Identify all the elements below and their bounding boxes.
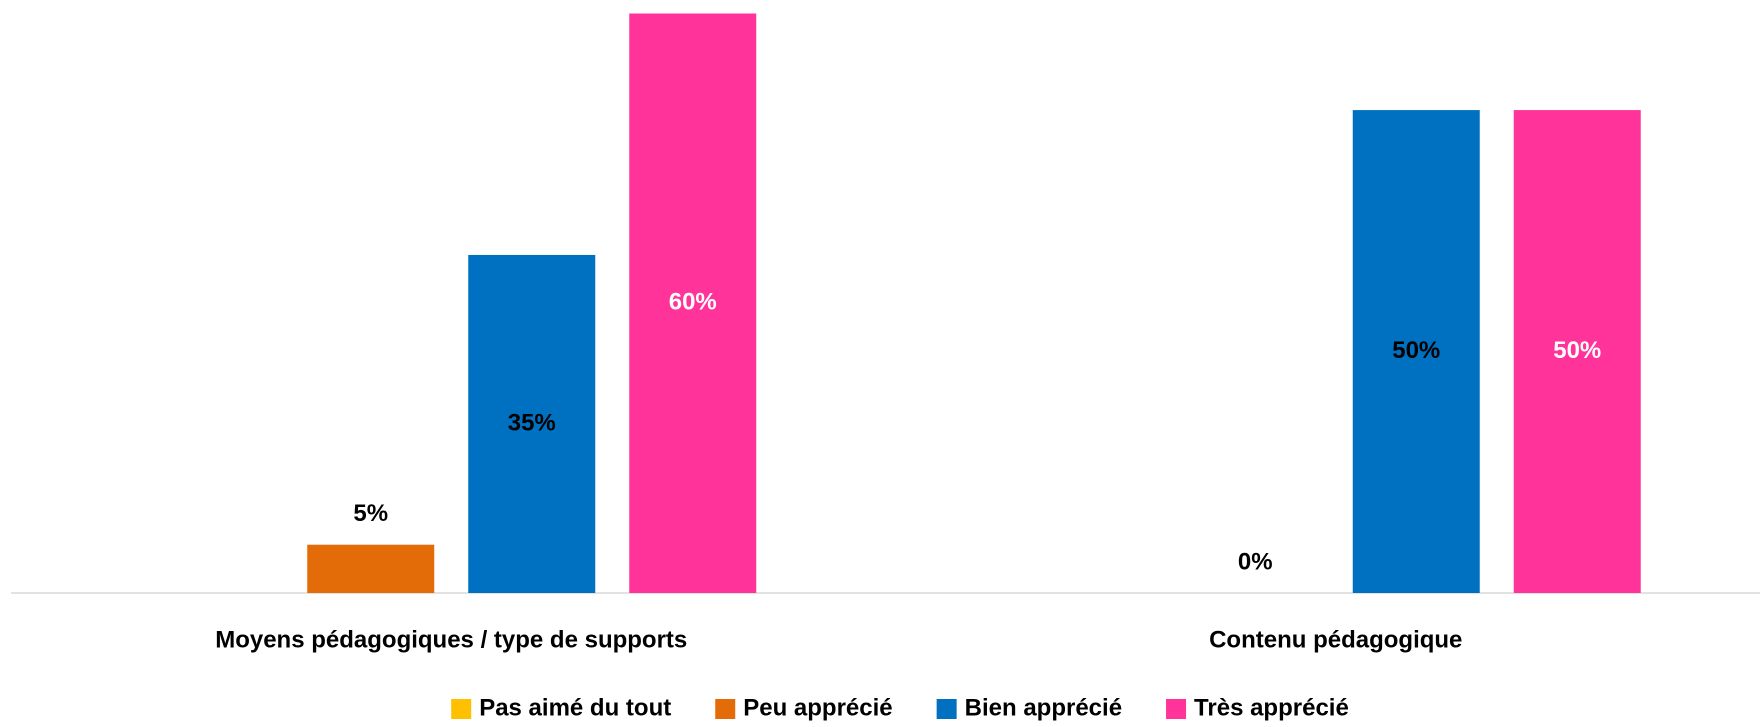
bar [468, 254, 596, 594]
bar [1352, 110, 1480, 593]
bar [1513, 110, 1641, 593]
data-label: 50% [1553, 337, 1601, 364]
legend-label: Pas aimé du tout [479, 694, 671, 721]
data-label: 60% [669, 289, 717, 316]
legend-label: Très apprécié [1194, 694, 1349, 721]
data-label: 50% [1392, 337, 1440, 364]
legend-swatch [936, 699, 957, 719]
legend: Pas aimé du tout Peu apprécié Bien appréci… [451, 694, 1349, 721]
data-label: 35% [508, 409, 556, 436]
legend-swatch [715, 699, 736, 719]
data-label: 5% [353, 500, 388, 527]
category-label: Moyens pédagogiques / type de supports [215, 626, 687, 653]
legend-label: Bien apprécié [965, 694, 1122, 721]
legend-swatch [1166, 699, 1187, 719]
bar [307, 544, 435, 593]
legend-swatch [451, 699, 472, 719]
bar [629, 13, 757, 593]
legend-label: Peu apprécié [743, 694, 892, 721]
data-label: 0% [1238, 548, 1273, 575]
category-label: Contenu pédagogique [1209, 626, 1462, 653]
